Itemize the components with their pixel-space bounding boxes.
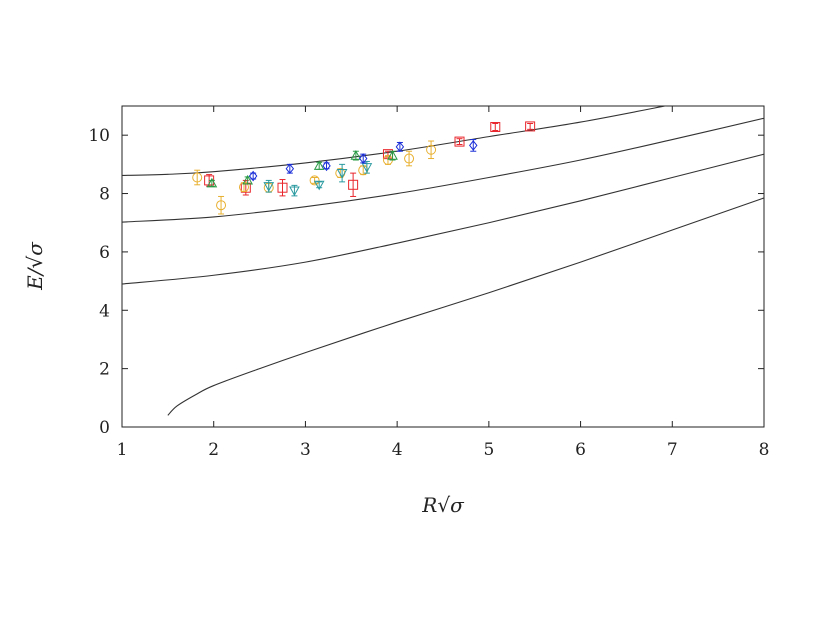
data-point-diamond [285, 163, 295, 175]
data-point-diamond [248, 170, 258, 182]
data-point-square [490, 122, 501, 133]
data-point-triangle-up [242, 174, 253, 185]
data-point-square [525, 121, 536, 132]
x-tick-label: 6 [575, 440, 586, 460]
x-tick-label: 1 [117, 440, 128, 460]
y-tick-label: 0 [99, 418, 110, 438]
model-curve-2 [122, 117, 764, 223]
model-curve-3 [122, 153, 764, 285]
y-tick-label: 2 [99, 360, 110, 380]
data-point-triangle-down [313, 180, 325, 191]
data-point-circle [216, 200, 227, 211]
data-point-diamond [469, 140, 478, 151]
model-curve-1 [122, 106, 668, 177]
model-curve-4 [167, 197, 764, 416]
data-point-square [348, 179, 359, 190]
y-tick-label: 6 [99, 243, 110, 263]
y-axis-label: E/√σ [23, 241, 47, 291]
data-point-triangle-up [206, 177, 218, 188]
model-curves [122, 106, 764, 416]
data-series [192, 121, 536, 215]
x-tick-label: 8 [759, 440, 770, 460]
y-tick-label: 4 [99, 301, 110, 321]
data-point-diamond [395, 141, 405, 153]
data-point-triangle-up [313, 160, 325, 170]
series-triangle-down [263, 160, 373, 197]
data-point-circle [309, 175, 320, 186]
axis-ticks: 1 2 3 4 5 6 7 8 0 2 4 6 8 10 [88, 106, 769, 460]
data-point-square [454, 136, 465, 147]
series-square [204, 121, 536, 197]
series-triangle-up [206, 150, 398, 188]
data-point-diamond [358, 153, 368, 164]
data-point-triangle-up [350, 150, 362, 160]
series-diamond [248, 139, 478, 182]
data-point-triangle-down [263, 182, 275, 192]
series-circle [192, 140, 437, 215]
x-tick-label: 5 [483, 440, 494, 460]
x-tick-label: 3 [300, 440, 311, 460]
data-point-circle [404, 153, 415, 164]
x-tick-label: 4 [392, 440, 403, 460]
data-point-circle [192, 172, 203, 183]
data-point-circle [426, 144, 437, 155]
y-tick-label: 8 [99, 185, 110, 205]
data-point-triangle-down [289, 186, 300, 197]
x-axis-label: R√σ [421, 493, 465, 517]
y-tick-label: 10 [88, 126, 110, 146]
data-point-triangle-down [336, 169, 348, 179]
data-point-square [277, 182, 288, 193]
x-tick-label: 2 [208, 440, 219, 460]
data-point-triangle-down [361, 163, 373, 173]
data-point-triangle-up [387, 150, 398, 160]
x-tick-label: 7 [667, 440, 678, 460]
plot-frame [121, 105, 765, 428]
data-point-diamond [322, 160, 331, 172]
